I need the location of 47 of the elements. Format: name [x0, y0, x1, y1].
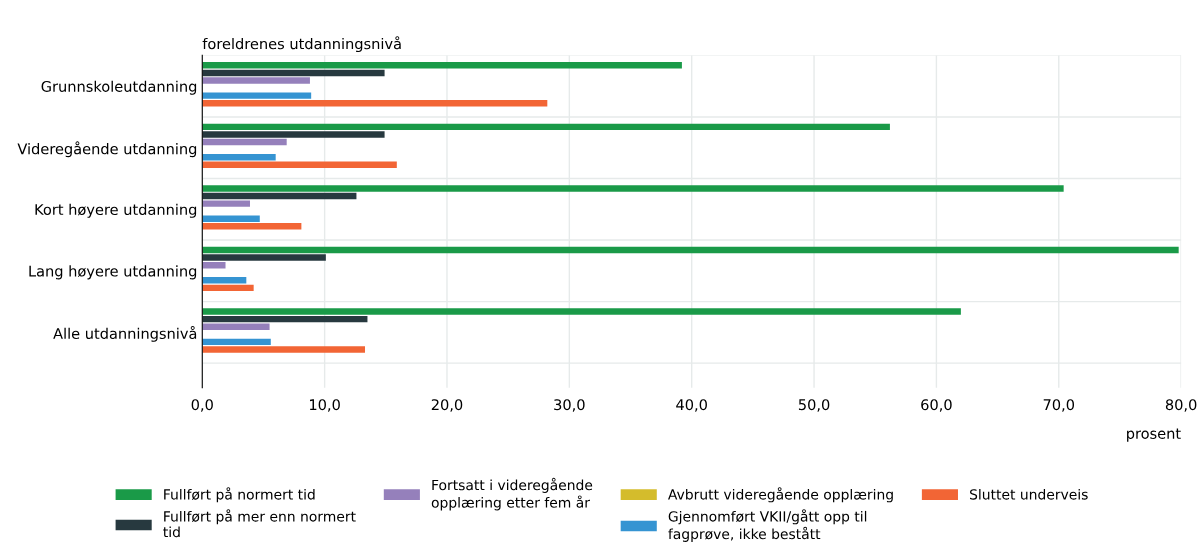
- y-tick-label: Alle utdanningsnivå: [53, 326, 197, 342]
- bar: [202, 123, 890, 131]
- bar: [202, 77, 310, 84]
- bar: [202, 246, 1179, 254]
- bar: [202, 92, 312, 99]
- bar: [202, 277, 247, 284]
- x-tick-label: 60,0: [921, 399, 952, 412]
- y-tick-label: Videregående utdanning: [17, 141, 197, 158]
- x-tick-label: 80,0: [1165, 399, 1197, 412]
- bar: [202, 131, 385, 138]
- bar: [202, 161, 397, 168]
- x-axis-title: prosent: [1127, 428, 1181, 442]
- x-tick-label: 20,0: [431, 399, 463, 412]
- bar: [202, 138, 287, 146]
- legend-label: Gjennomført VKII/gått opp til fagprøve, ikke bestått: [668, 509, 867, 542]
- bar: [202, 69, 385, 77]
- x-tick-label: 0,0: [191, 399, 213, 412]
- bar: [202, 254, 326, 261]
- legend-label: Sluttet underveis: [970, 488, 1088, 500]
- legend-label: Fullført på mer enn normert tid: [163, 509, 356, 538]
- bar: [202, 315, 368, 323]
- x-tick-label: 10,0: [310, 399, 340, 412]
- bar: [202, 100, 548, 107]
- bar: [202, 200, 250, 207]
- bar: [202, 284, 254, 292]
- legend-label: Avbrutt videregående opplæring: [668, 487, 893, 503]
- bar: [202, 62, 682, 69]
- legend-label: Fortsatt i videregående opplæring etter fem år: [431, 477, 593, 511]
- bar: [202, 308, 961, 315]
- bar: [202, 223, 302, 230]
- bar: [202, 153, 276, 161]
- y-tick-label: Lang høyere utdanning: [29, 265, 197, 280]
- bar: [202, 338, 271, 346]
- x-tick-label: 50,0: [798, 399, 830, 412]
- bar: [202, 261, 226, 269]
- bar: [202, 323, 270, 330]
- x-tick-label: 40,0: [676, 399, 707, 412]
- bar: [202, 192, 357, 200]
- y-axis-title: foreldrenes utdanningsnivå: [202, 36, 401, 53]
- y-tick-label: Grunnskoleutdanning: [41, 80, 197, 95]
- x-tick-label: 70,0: [1043, 399, 1075, 412]
- y-tick-label: Kort høyere utdanning: [35, 203, 197, 218]
- legend-label: Fullført på normert tid: [164, 487, 315, 503]
- bar: [202, 185, 1064, 192]
- bar: [202, 215, 260, 222]
- x-tick-label: 30,0: [554, 399, 585, 412]
- bar: [202, 346, 366, 353]
